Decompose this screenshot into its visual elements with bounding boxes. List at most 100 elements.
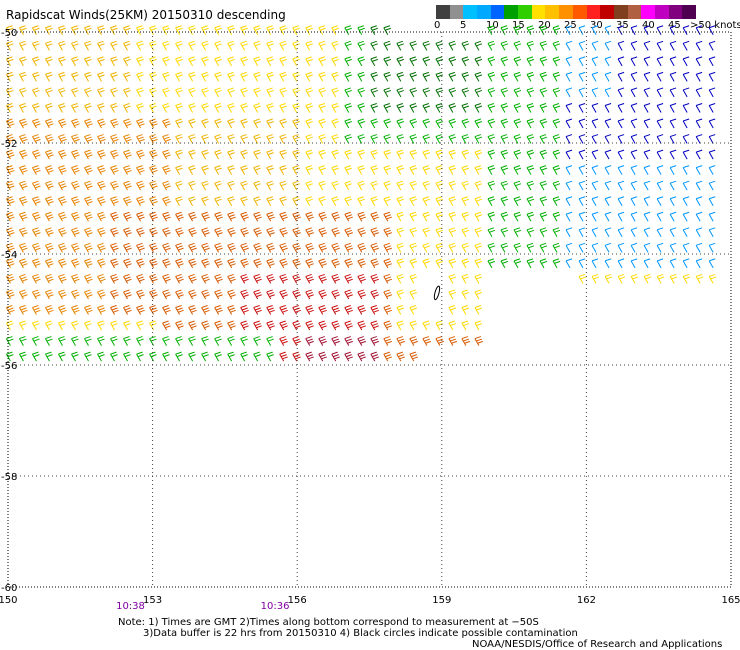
wind-barb [539,242,548,253]
wind-barb [253,242,262,253]
wind-barb [500,227,509,238]
wind-barb [214,71,222,82]
wind-barb [45,211,54,222]
wind-barb [227,305,236,315]
wind-barb [97,180,106,191]
wind-barb [71,305,80,315]
wind-barb [383,320,392,331]
wind-barb [201,71,209,82]
wind-barb [500,87,509,98]
wind-barb [513,25,522,36]
wind-barb [669,40,677,51]
wind-barb [97,336,105,346]
wind-barb [461,305,470,315]
wind-barb [409,273,418,284]
wind-barb [383,211,392,222]
wind-barb [513,196,522,206]
wind-barb [708,211,716,222]
wind-barb [448,118,457,129]
wind-barb [318,25,326,36]
wind-barb [279,71,287,82]
wind-barb [344,103,352,113]
legend-label: 30 [590,20,603,31]
wind-barb [162,103,170,113]
wind-barb [18,180,28,191]
wind-barb [370,196,378,206]
wind-barb [97,149,106,160]
wind-barb [318,71,326,82]
wind-barb [435,258,444,269]
wind-barb [695,134,703,144]
wind-barb [5,227,15,238]
lat-tick-label: -54 [1,250,17,261]
wind-barb [487,118,496,129]
wind-barb [97,165,106,175]
wind-barb [578,40,586,51]
wind-barb [110,242,119,253]
wind-barb [370,165,378,175]
wind-barb [188,40,196,51]
wind-barb [344,71,352,82]
wind-barb [175,134,183,144]
wind-barb [201,242,210,253]
wind-barb [331,320,340,331]
wind-barb [357,211,366,222]
wind-barb [162,180,171,191]
wind-barb [227,134,235,144]
wind-barb [214,87,222,98]
wind-barb [682,180,690,191]
wind-barb [32,118,41,129]
wind-barb [396,103,404,113]
wind-barb [175,227,184,238]
wind-barb [45,336,53,346]
wind-barb [305,196,313,206]
wind-barb [474,336,484,346]
wind-barb [136,258,145,269]
wind-barb [331,227,340,238]
wind-barb [149,242,158,253]
wind-barb [656,196,664,206]
wind-barb [214,134,222,144]
wind-barb [292,227,301,238]
wind-barb [422,40,431,51]
wind-barb [695,273,704,284]
wind-barb [565,56,573,67]
wind-barb [123,71,131,82]
wind-barb [253,258,262,269]
wind-barb [695,258,703,269]
wind-barb [292,320,301,331]
wind-barb [604,180,612,191]
wind-barb [578,149,586,160]
wind-barb [513,87,522,98]
wind-barb [396,149,404,160]
wind-barb [45,87,53,98]
legend-swatch [572,5,587,19]
wind-barb [578,211,586,222]
legend-label: 10 [486,20,499,31]
wind-barb [305,165,313,175]
wind-barb [708,180,716,191]
wind-barb [45,351,53,362]
wind-barb [565,25,573,36]
wind-barb [448,305,457,315]
wind-barb [201,87,209,98]
wind-barb [253,211,262,222]
wind-barb [409,258,418,269]
wind-barb [123,25,131,36]
wind-barb [240,289,249,300]
lat-tick-label: -56 [1,361,17,372]
wind-barb [136,351,144,362]
wind-barb [227,180,235,191]
wind-barb [18,273,28,284]
wind-barb [97,40,105,51]
wind-barb [266,56,274,67]
wind-barb [474,258,483,269]
wind-barb [500,180,509,191]
wind-barb [45,305,54,315]
wind-barb [422,320,431,331]
wind-barb [266,320,275,331]
wind-barb [123,227,132,238]
wind-barb [682,242,690,253]
wind-barb [175,211,184,222]
